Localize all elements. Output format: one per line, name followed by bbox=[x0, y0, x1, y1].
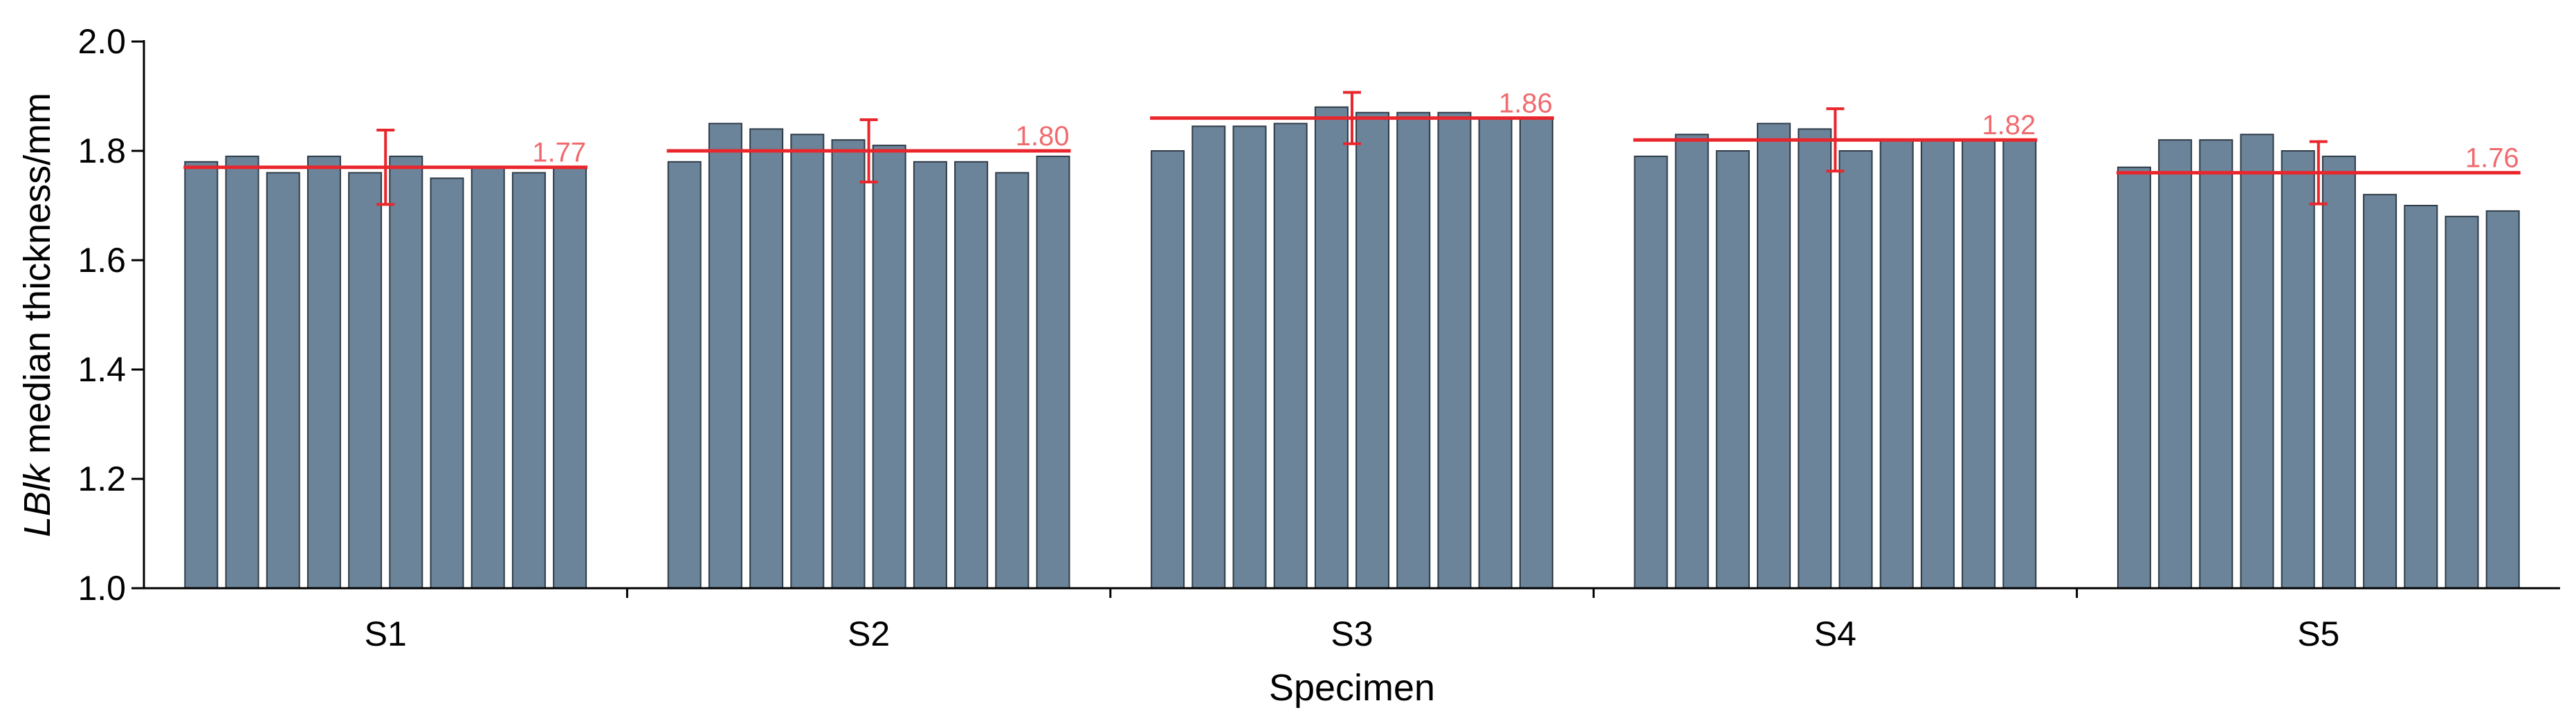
bar bbox=[1519, 117, 1553, 590]
bar bbox=[511, 172, 546, 590]
x-axis-title: Specimen bbox=[1269, 667, 1435, 709]
mean-value-label: 1.86 bbox=[1499, 89, 1553, 119]
bar bbox=[1879, 139, 1914, 589]
bar bbox=[266, 172, 300, 590]
bar bbox=[708, 122, 742, 589]
bar bbox=[1634, 155, 1668, 589]
bar bbox=[2363, 194, 2397, 589]
bar bbox=[2485, 210, 2520, 589]
bar bbox=[1674, 134, 1709, 590]
y-tick-label: 1.8 bbox=[77, 131, 126, 170]
mean-lines-layer: 1.77 1.80 1.86 1.82 1.76 bbox=[183, 89, 2521, 206]
bar bbox=[2002, 139, 2037, 589]
y-tick-label: 1.2 bbox=[77, 459, 126, 498]
bar bbox=[1232, 125, 1267, 589]
bar bbox=[790, 134, 825, 590]
y-tick-label: 1.0 bbox=[77, 569, 126, 608]
bar bbox=[2404, 205, 2438, 589]
bar bbox=[184, 161, 219, 590]
bar bbox=[1191, 125, 1226, 589]
bar bbox=[2281, 150, 2315, 589]
mean-value-label: 1.80 bbox=[1016, 121, 1070, 152]
y-ticks-layer: 1.0 1.2 1.4 1.6 1.8 2.0 bbox=[77, 22, 144, 608]
bar bbox=[995, 172, 1030, 590]
bar bbox=[1355, 111, 1390, 589]
y-tick-label: 1.4 bbox=[77, 350, 126, 389]
bar bbox=[667, 161, 702, 590]
bar bbox=[1838, 150, 1873, 589]
x-tick-label: S3 bbox=[1331, 615, 1373, 653]
y-axis-title: LBlk median thickness/mm bbox=[17, 93, 58, 537]
x-ticks-layer: S1 S2 S3 S4 S5 bbox=[365, 588, 2339, 653]
bar bbox=[2321, 155, 2356, 589]
bars-layer bbox=[184, 106, 2520, 590]
x-tick-label: S5 bbox=[2297, 615, 2339, 653]
bar bbox=[1151, 150, 1185, 589]
bar bbox=[2240, 134, 2274, 590]
bar bbox=[1920, 139, 1955, 589]
bar bbox=[2445, 215, 2479, 589]
y-axis-title-italic: LBlk bbox=[17, 462, 58, 537]
bar bbox=[1715, 150, 1750, 589]
bar bbox=[2117, 166, 2151, 589]
bar bbox=[348, 172, 383, 590]
bar bbox=[225, 155, 259, 589]
bar bbox=[2199, 139, 2234, 589]
bar bbox=[954, 161, 989, 590]
bar bbox=[430, 177, 464, 589]
bar bbox=[1437, 111, 1472, 589]
bar bbox=[1036, 155, 1070, 589]
x-tick-label: S2 bbox=[848, 615, 890, 653]
bar bbox=[749, 128, 784, 589]
bar bbox=[307, 155, 341, 589]
bar bbox=[872, 145, 906, 590]
bar bbox=[389, 155, 423, 589]
mean-value-label: 1.77 bbox=[532, 138, 586, 168]
bar bbox=[831, 139, 866, 589]
x-tick-label: S1 bbox=[365, 615, 407, 653]
mean-value-label: 1.82 bbox=[1982, 110, 2036, 140]
bar bbox=[1757, 122, 1791, 589]
bar bbox=[1314, 106, 1349, 590]
y-tick-label: 2.0 bbox=[77, 22, 126, 61]
y-tick-label: 1.6 bbox=[77, 241, 126, 280]
bar bbox=[1478, 117, 1513, 590]
x-tick-label: S4 bbox=[1814, 615, 1856, 653]
bar bbox=[913, 161, 947, 590]
bar bbox=[2158, 139, 2193, 589]
bar bbox=[471, 166, 505, 589]
mean-value-label: 1.76 bbox=[2465, 143, 2519, 174]
bar bbox=[1962, 139, 1996, 589]
bar bbox=[1273, 122, 1308, 589]
bar bbox=[1396, 111, 1431, 589]
bar bbox=[1798, 128, 1832, 589]
y-axis-title-rest: median thickness/mm bbox=[17, 93, 58, 464]
axes-layer bbox=[143, 40, 2560, 590]
bar bbox=[553, 166, 587, 589]
